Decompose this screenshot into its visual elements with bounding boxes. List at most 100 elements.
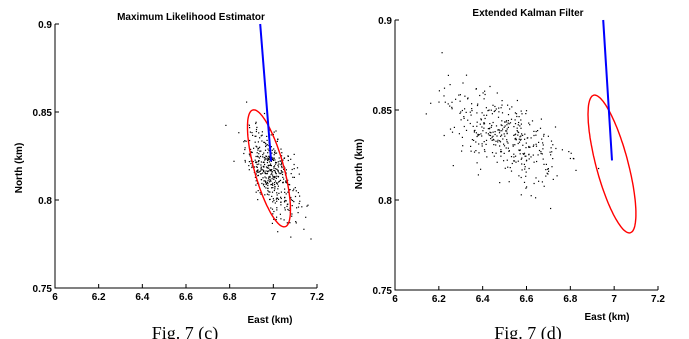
scatter-point bbox=[280, 191, 282, 193]
scatter-point bbox=[518, 121, 520, 124]
scatter-point bbox=[264, 194, 266, 196]
scatter-point bbox=[515, 139, 517, 141]
scatter-point bbox=[477, 103, 479, 105]
scatter-point bbox=[267, 157, 269, 159]
scatter-point bbox=[286, 203, 288, 205]
scatter-point bbox=[245, 140, 247, 142]
scatter-point bbox=[263, 161, 265, 163]
scatter-point bbox=[274, 175, 276, 178]
scatter-point bbox=[552, 178, 554, 180]
scatter-point bbox=[264, 163, 266, 166]
scatter-point bbox=[451, 131, 454, 133]
scatter-point bbox=[269, 178, 271, 180]
scatter-point bbox=[262, 177, 264, 179]
scatter-point bbox=[528, 158, 530, 160]
scatter-point bbox=[504, 125, 506, 127]
scatter-point bbox=[272, 133, 274, 135]
scatter-point bbox=[541, 138, 543, 140]
scatter-point bbox=[280, 201, 282, 203]
scatter-point bbox=[519, 125, 521, 127]
scatter-point bbox=[260, 169, 262, 171]
chart-panel-ekf: Extended Kalman Filter East (km) North (… bbox=[354, 8, 665, 339]
scatter-point bbox=[266, 181, 269, 184]
scatter-point bbox=[506, 124, 508, 126]
scatter-point bbox=[277, 197, 279, 199]
scatter-points bbox=[425, 52, 600, 210]
scatter-point bbox=[254, 135, 256, 137]
scatter-point bbox=[480, 168, 482, 170]
scatter-point bbox=[262, 156, 264, 158]
scatter-point bbox=[502, 138, 504, 140]
scatter-point bbox=[269, 170, 271, 172]
x-tick-label: 6.4 bbox=[476, 294, 490, 305]
scatter-point bbox=[490, 109, 492, 111]
scatter-point bbox=[250, 160, 252, 162]
scatter-point bbox=[533, 161, 535, 163]
scatter-point bbox=[491, 113, 493, 115]
scatter-point bbox=[280, 172, 282, 174]
scatter-point bbox=[263, 180, 265, 182]
scatter-point bbox=[486, 114, 488, 116]
scatter-point bbox=[498, 132, 501, 134]
scatter-point bbox=[260, 179, 263, 181]
scatter-point bbox=[263, 183, 265, 185]
scatter-point bbox=[256, 155, 259, 157]
scatter-point bbox=[289, 184, 291, 186]
scatter-point bbox=[462, 82, 464, 84]
scatter-point bbox=[458, 94, 460, 96]
scatter-point bbox=[243, 141, 245, 143]
y-tick-label: 0.9 bbox=[378, 16, 392, 27]
scatter-point bbox=[543, 133, 545, 135]
scatter-point bbox=[532, 154, 534, 156]
scatter-point bbox=[503, 160, 505, 162]
scatter-point bbox=[271, 152, 273, 154]
scatter-point bbox=[575, 169, 577, 171]
scatter-point bbox=[279, 160, 281, 162]
scatter-point bbox=[520, 135, 522, 137]
scatter-point bbox=[262, 154, 264, 156]
scatter-point bbox=[495, 125, 498, 127]
scatter-point bbox=[515, 137, 517, 139]
scatter-point bbox=[481, 126, 483, 128]
scatter-point bbox=[521, 157, 523, 159]
scatter-point bbox=[280, 160, 282, 162]
scatter-point bbox=[503, 152, 505, 154]
scatter-point bbox=[547, 173, 549, 175]
scatter-point bbox=[518, 116, 520, 118]
scatter-point bbox=[310, 238, 312, 240]
scatter-point bbox=[500, 155, 502, 157]
scatter-point bbox=[285, 193, 287, 195]
scatter-point bbox=[529, 146, 531, 148]
scatter-point bbox=[452, 165, 454, 167]
scatter-point bbox=[520, 127, 522, 129]
scatter-point bbox=[275, 130, 277, 132]
scatter-point bbox=[281, 152, 283, 154]
scatter-point bbox=[265, 180, 267, 183]
scatter-point bbox=[288, 183, 290, 186]
scatter-point bbox=[255, 191, 257, 193]
scatter-point bbox=[265, 145, 267, 148]
y-tick-label: 0.75 bbox=[33, 284, 53, 295]
scatter-point bbox=[514, 123, 517, 125]
scatter-point bbox=[501, 134, 503, 136]
scatter-point bbox=[438, 101, 440, 103]
scatter-point bbox=[265, 166, 268, 168]
scatter-point bbox=[264, 159, 266, 161]
scatter-point bbox=[257, 175, 259, 177]
scatter-point bbox=[280, 170, 282, 172]
trajectory-line bbox=[602, 19, 613, 161]
scatter-point bbox=[284, 209, 286, 211]
scatter-point bbox=[254, 141, 256, 143]
y-tick-label: 0.8 bbox=[38, 196, 52, 207]
scatter-point bbox=[298, 202, 300, 205]
scatter-point bbox=[252, 161, 254, 163]
scatter-point bbox=[484, 93, 486, 96]
scatter-point bbox=[272, 159, 275, 161]
scatter-point bbox=[516, 130, 518, 132]
scatter-point bbox=[451, 108, 453, 110]
scatter-point bbox=[273, 169, 275, 171]
scatter-point bbox=[528, 154, 530, 156]
scatter-point bbox=[513, 126, 515, 128]
scatter-point bbox=[249, 127, 251, 129]
scatter-point bbox=[488, 109, 490, 111]
